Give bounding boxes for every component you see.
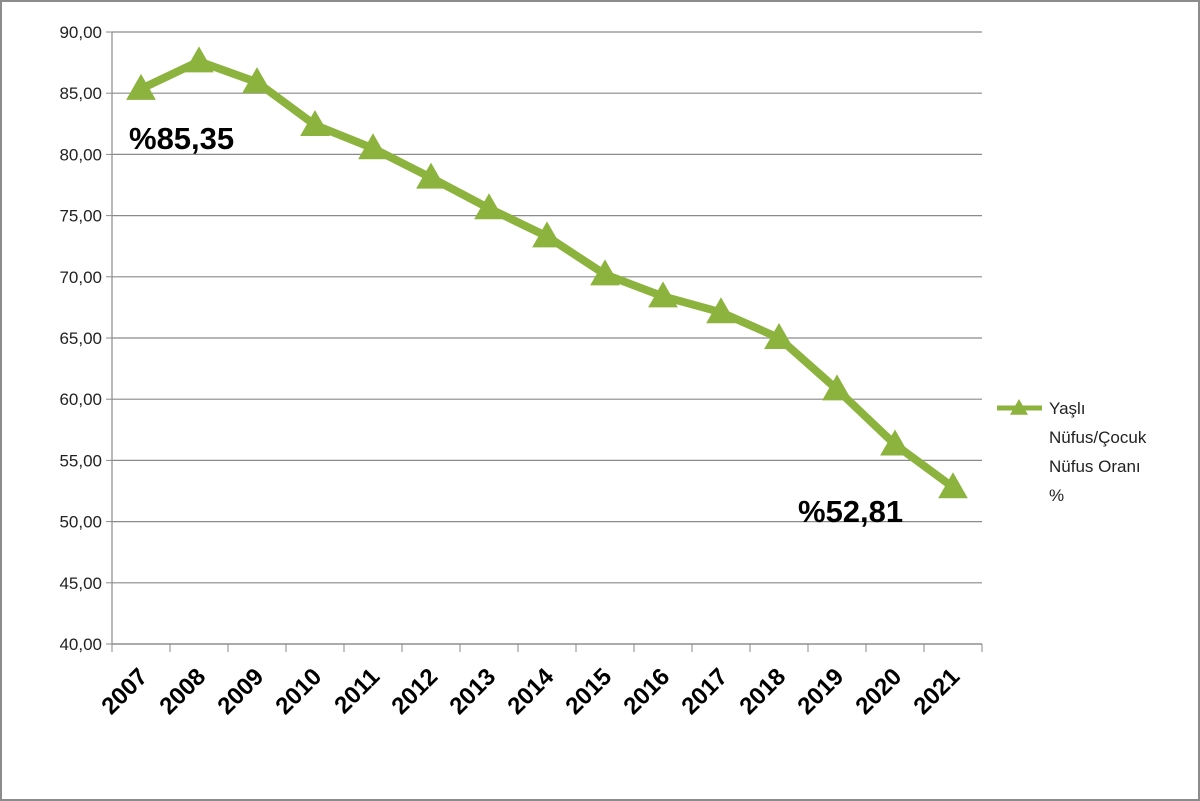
y-tick-label: 75,00 [59,207,102,226]
y-tick-label: 70,00 [59,268,102,287]
x-tick-label: 2009 [212,663,269,720]
x-tick-label: 2013 [444,663,501,720]
data-point-marker [590,259,620,286]
y-tick-labels: 40,00 45,00 50,00 55,00 60,00 65,00 70,00 75,00… [59,23,102,654]
x-tick-label: 2007 [96,663,153,720]
data-point-marker [648,281,678,308]
x-tick-labels: 2007 2008 2009 2010 2011 2012 2013 2014 2015 2016… [96,663,965,720]
data-point-marker [416,162,446,189]
x-tick-label: 2014 [502,663,559,720]
data-point-marker [184,46,214,73]
x-tick-label: 2020 [850,663,907,720]
x-tick-label: 2012 [386,663,443,720]
x-tick-label: 2015 [560,663,617,720]
y-tick-label: 60,00 [59,390,102,409]
x-tick-label: 2017 [676,663,733,720]
y-tick-label: 65,00 [59,329,102,348]
data-point-marker [938,472,968,499]
x-tick-label: 2008 [154,663,211,720]
data-point-marker [126,73,156,100]
y-tick-label: 40,00 [59,635,102,654]
legend-label: % [1049,486,1064,505]
series [126,46,968,499]
annotations: %85,35 %52,81 [129,121,903,529]
x-tick-label: 2010 [270,663,327,720]
axes [106,31,983,652]
data-annotation: %85,35 [129,121,234,156]
data-point-marker [822,374,852,401]
data-point-marker [880,429,910,456]
legend-label: Yaşlı [1049,399,1086,418]
x-tick-label: 2018 [734,663,791,720]
legend-label: Nüfus/Çocuk [1049,428,1147,447]
data-annotation: %52,81 [798,494,903,529]
y-tick-label: 50,00 [59,513,102,532]
y-tick-label: 80,00 [59,145,102,164]
x-tick-label: 2019 [792,663,849,720]
data-point-marker [474,193,504,220]
data-point-marker [706,297,736,324]
legend-label: Nüfus Oranı [1049,457,1141,476]
legend: Yaşlı Nüfus/Çocuk Nüfus Oranı% [997,399,1147,505]
y-tick-label: 85,00 [59,84,102,103]
y-tick-label: 45,00 [59,574,102,593]
x-tick-label: 2011 [329,663,385,719]
gridlines [112,31,982,645]
y-tick-label: 90,00 [59,23,102,42]
data-point-marker [358,133,388,160]
series-line [137,57,957,492]
data-point-marker [532,221,562,248]
x-tick-label: 2021 [908,663,965,720]
y-tick-label: 55,00 [59,451,102,470]
data-point-marker [300,110,330,137]
data-point-marker [764,322,794,349]
x-tick-label: 2016 [618,663,675,720]
data-point-marker [242,67,272,94]
legend-swatch-marker [1010,399,1028,415]
